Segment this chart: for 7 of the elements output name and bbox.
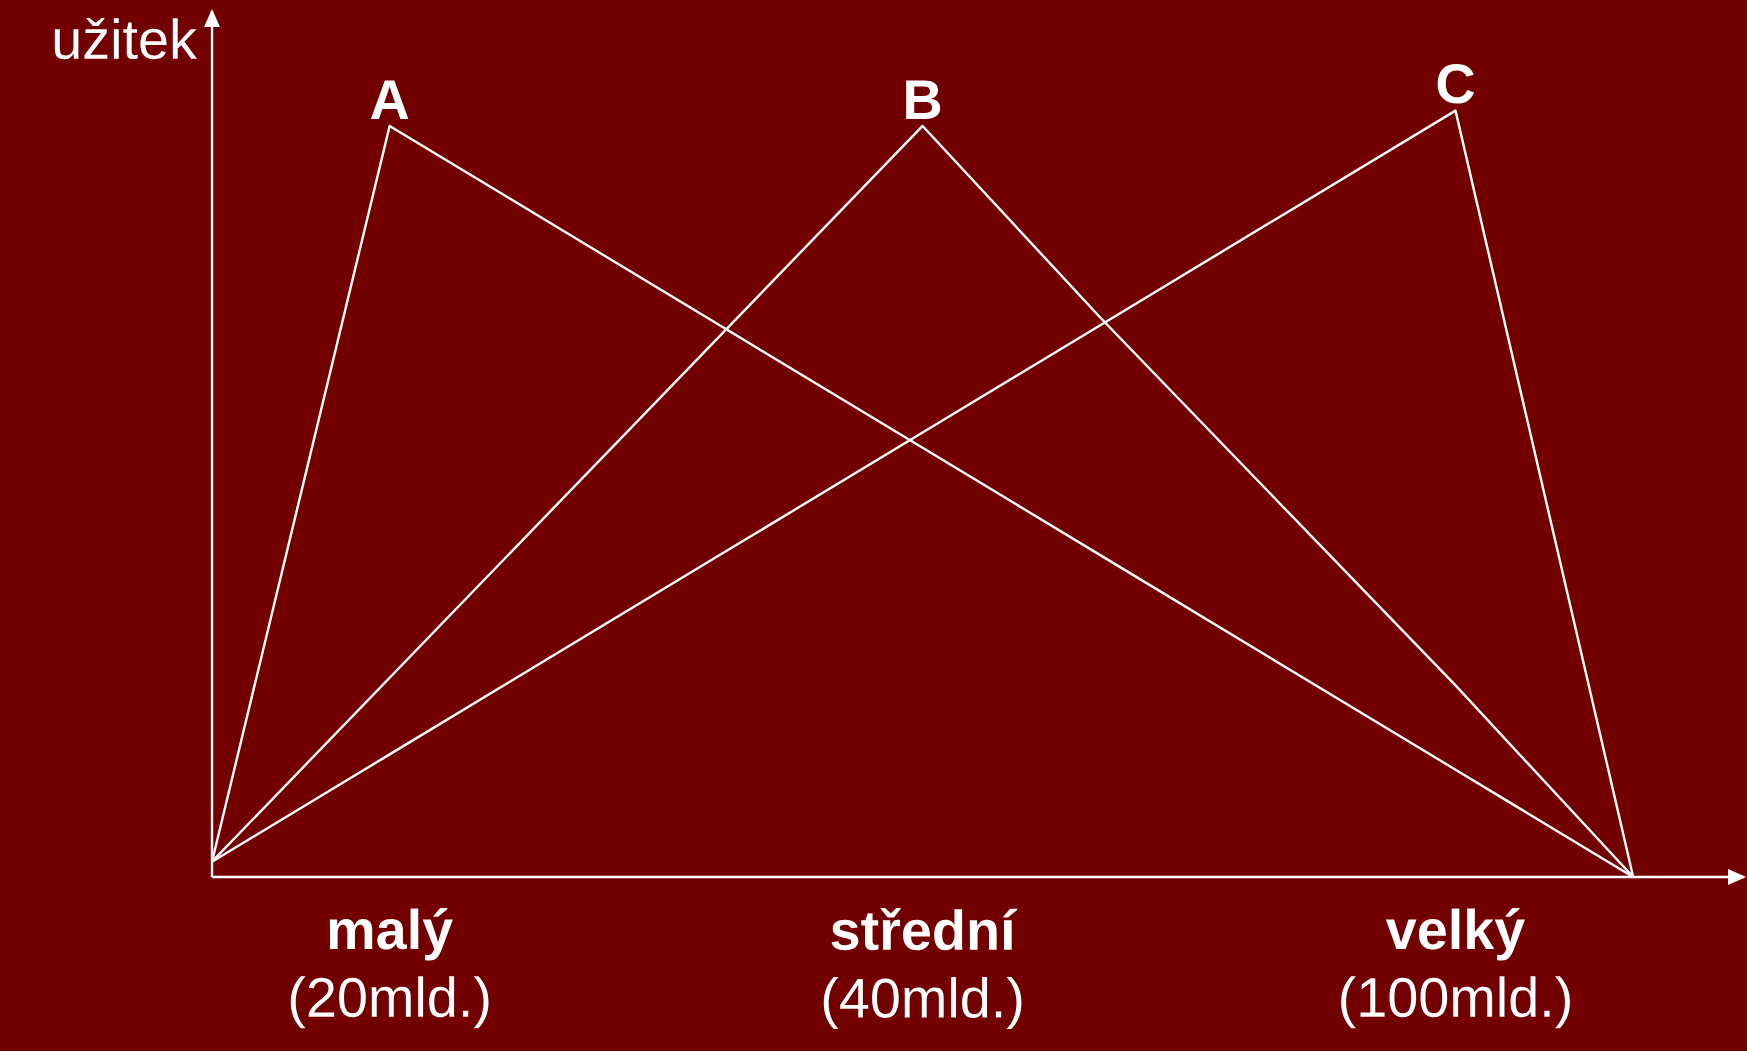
series-label: B xyxy=(906,80,941,119)
series-label: A xyxy=(370,80,409,119)
x-tick-label: velký (100mld.) xyxy=(1341,908,1570,1029)
y-axis-title: užitek xyxy=(54,18,198,60)
x-tick-label: střední (40mld.) xyxy=(823,908,1022,1029)
series-label: C xyxy=(1437,64,1475,104)
x-tick-label: malý (20mld.) xyxy=(290,908,489,1029)
